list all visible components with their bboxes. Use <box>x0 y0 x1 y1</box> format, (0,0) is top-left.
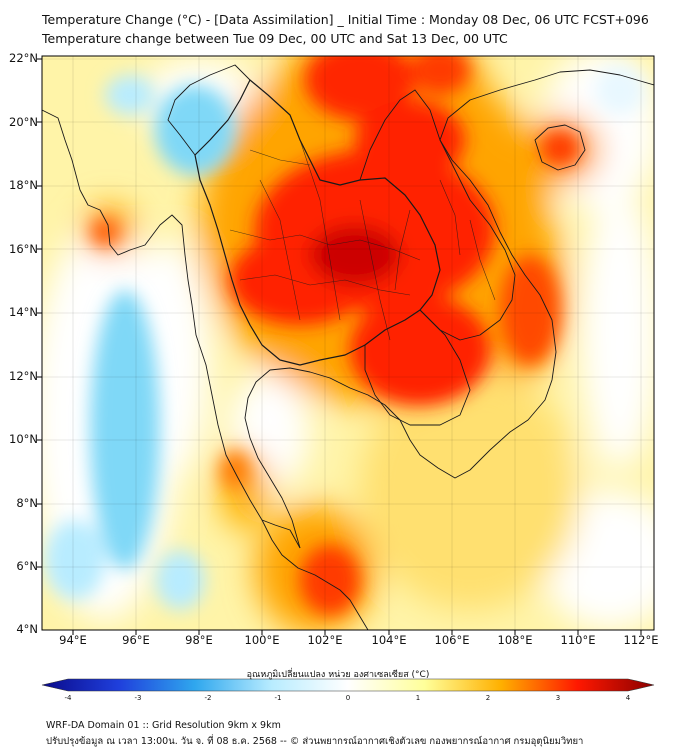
lon-label: 112°E <box>623 633 659 647</box>
border-laos-vietnam <box>359 89 516 341</box>
lat-label: 16°N <box>9 242 38 256</box>
lat-label: 20°N <box>9 115 38 129</box>
lon-label: 98°E <box>185 633 213 647</box>
colorbar-title: อุณหภูมิเปลี่ยนแปลง หน่วย องศาเซลเซียส (… <box>246 670 430 680</box>
colorbar-tick: -1 <box>274 694 282 702</box>
map-title: Temperature Change (°C) - [Data Assimila… <box>42 12 649 27</box>
model-info: WRF-DA Domain 01 :: Grid Resolution 9km … <box>46 720 281 731</box>
lat-label: 22°N <box>9 51 38 65</box>
lat-label: 4°N <box>16 622 38 636</box>
lat-label: 8°N <box>16 496 38 510</box>
colorbar-tick: 1 <box>415 694 421 702</box>
colorbar <box>41 678 655 692</box>
colorbar-tick: 2 <box>485 694 491 702</box>
colorbar-tick: 0 <box>345 694 351 702</box>
colorbar-tick: -2 <box>204 694 212 702</box>
lon-label: 108°E <box>497 633 533 647</box>
colorbar-tick: 4 <box>625 694 631 702</box>
colorbar-tick: -3 <box>134 694 142 702</box>
coastline-hainan <box>534 124 586 171</box>
admin-lines <box>229 139 496 341</box>
map-frame <box>41 55 655 631</box>
lon-label: 106°E <box>434 633 470 647</box>
lon-label: 110°E <box>560 633 596 647</box>
coastline-gulf-of-thailand <box>244 69 654 549</box>
lat-label: 10°N <box>9 432 38 446</box>
colorbar-tick: -4 <box>64 694 72 702</box>
lon-label: 96°E <box>122 633 150 647</box>
map-subtitle: Temperature change between Tue 09 Dec, 0… <box>42 31 508 46</box>
border-myanmar <box>167 64 251 156</box>
border-cambodia <box>364 309 471 426</box>
lat-label: 14°N <box>9 305 38 319</box>
lon-label: 100°E <box>244 633 280 647</box>
border-malaysia <box>261 519 301 549</box>
lon-label: 102°E <box>307 633 343 647</box>
coastline-mainland <box>42 109 369 630</box>
update-credit: ปรับปรุงข้อมูล ณ เวลา 13:00น. วัน จ. ที่… <box>46 736 584 747</box>
lon-label: 104°E <box>371 633 407 647</box>
colorbar-tick: 3 <box>555 694 561 702</box>
lat-label: 12°N <box>9 369 38 383</box>
lat-label: 6°N <box>16 559 38 573</box>
lat-label: 18°N <box>9 178 38 192</box>
graticule <box>42 56 654 630</box>
lon-label: 94°E <box>59 633 87 647</box>
axis-ticks <box>37 58 642 635</box>
temperature-field <box>42 56 654 630</box>
